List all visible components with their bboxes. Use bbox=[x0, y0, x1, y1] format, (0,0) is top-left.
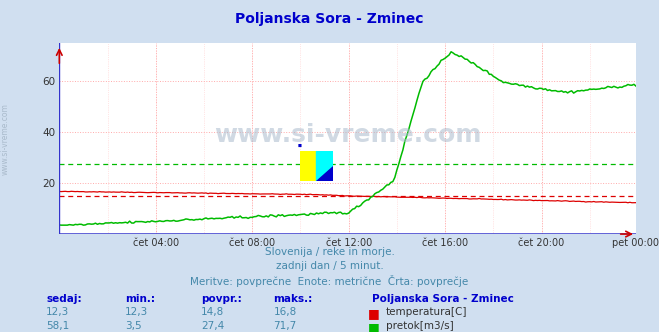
Text: 16,8: 16,8 bbox=[273, 307, 297, 317]
Text: sedaj:: sedaj: bbox=[46, 294, 82, 304]
Text: min.:: min.: bbox=[125, 294, 156, 304]
Text: www.si-vreme.com: www.si-vreme.com bbox=[214, 123, 481, 147]
Polygon shape bbox=[300, 151, 316, 181]
Text: temperatura[C]: temperatura[C] bbox=[386, 307, 467, 317]
Text: ■: ■ bbox=[368, 321, 380, 332]
Text: ■: ■ bbox=[368, 307, 380, 320]
Text: 3,5: 3,5 bbox=[125, 321, 142, 331]
Polygon shape bbox=[316, 151, 333, 181]
Text: povpr.:: povpr.: bbox=[201, 294, 242, 304]
Text: Poljanska Sora - Zminec: Poljanska Sora - Zminec bbox=[372, 294, 514, 304]
Text: 12,3: 12,3 bbox=[125, 307, 148, 317]
Text: 12,3: 12,3 bbox=[46, 307, 69, 317]
Text: pretok[m3/s]: pretok[m3/s] bbox=[386, 321, 453, 331]
Text: Poljanska Sora - Zminec: Poljanska Sora - Zminec bbox=[235, 12, 424, 26]
Text: Slovenija / reke in morje.: Slovenija / reke in morje. bbox=[264, 247, 395, 257]
Text: 71,7: 71,7 bbox=[273, 321, 297, 331]
Text: 27,4: 27,4 bbox=[201, 321, 224, 331]
Text: www.si-vreme.com: www.si-vreme.com bbox=[1, 104, 10, 175]
Polygon shape bbox=[316, 166, 333, 181]
Text: 14,8: 14,8 bbox=[201, 307, 224, 317]
Text: Meritve: povprečne  Enote: metrične  Črta: povprečje: Meritve: povprečne Enote: metrične Črta:… bbox=[190, 275, 469, 287]
Text: ■: ■ bbox=[298, 144, 302, 148]
Text: 58,1: 58,1 bbox=[46, 321, 69, 331]
Text: maks.:: maks.: bbox=[273, 294, 313, 304]
Text: zadnji dan / 5 minut.: zadnji dan / 5 minut. bbox=[275, 261, 384, 271]
